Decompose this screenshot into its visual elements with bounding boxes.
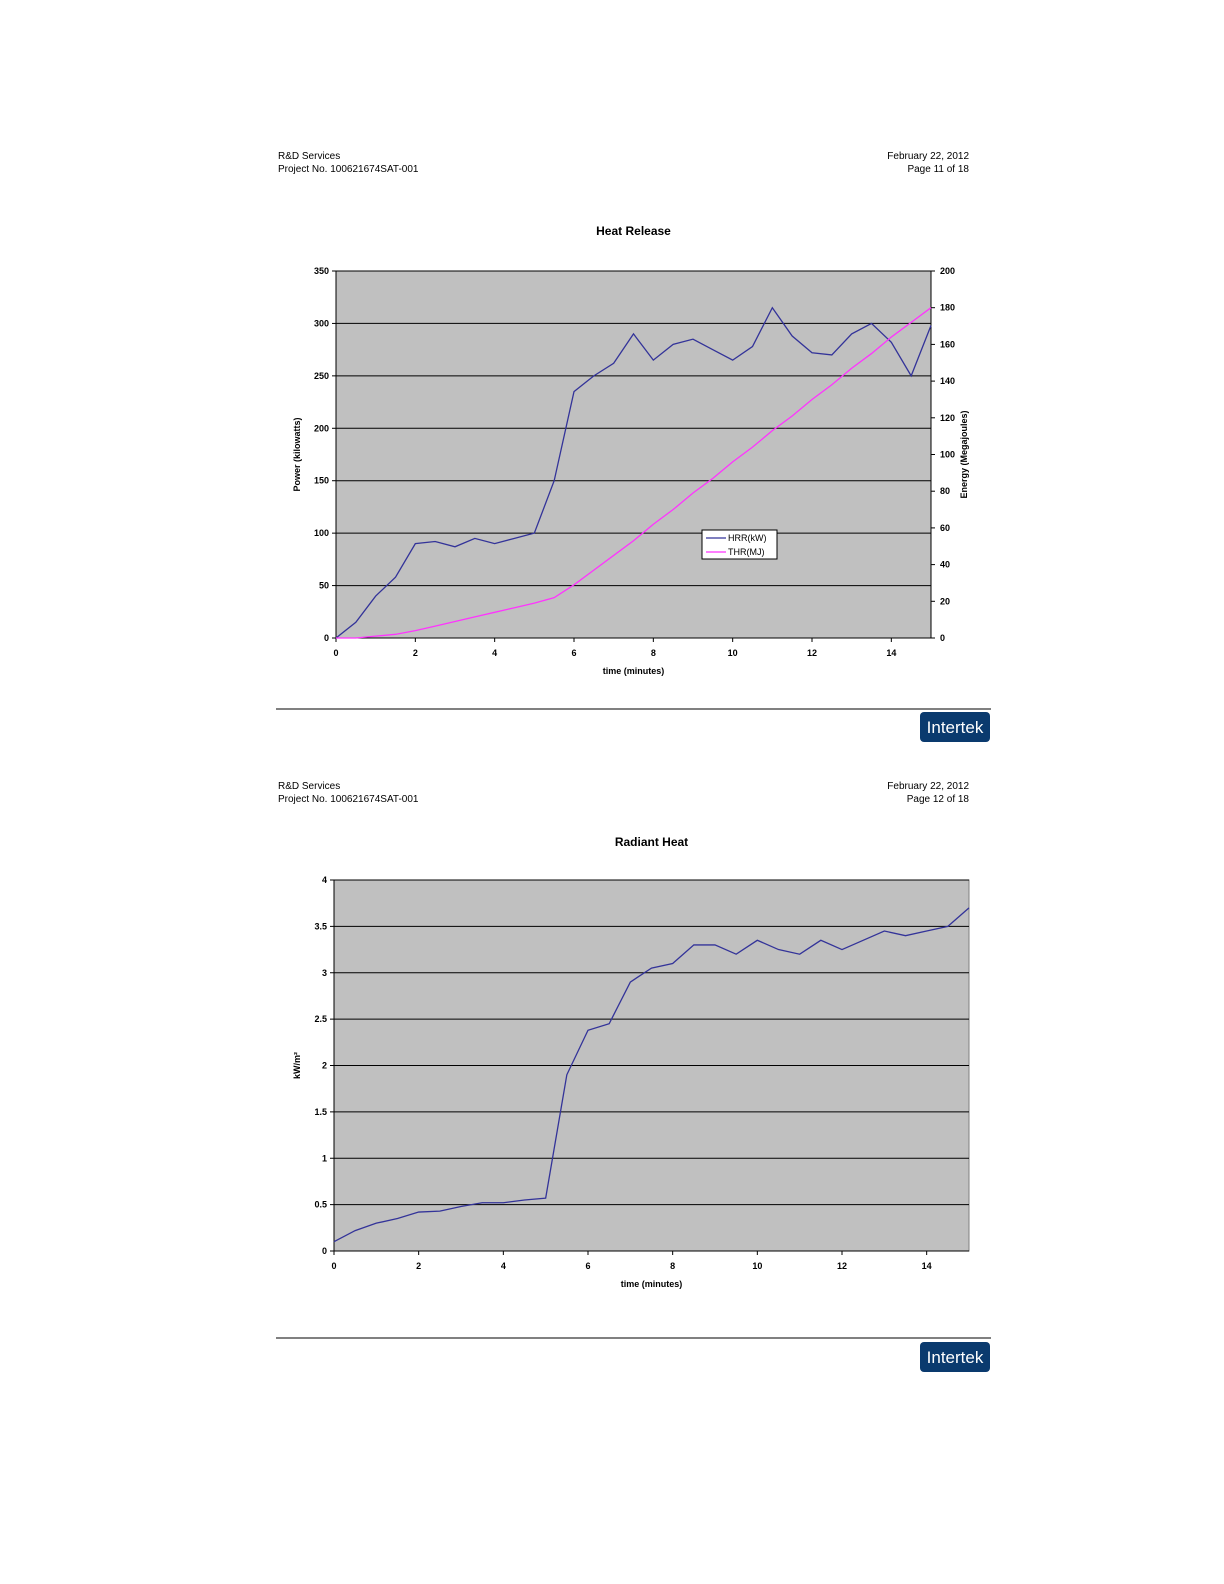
y-tick-label: 0 [322, 1246, 327, 1256]
header-left: R&D Services [278, 781, 340, 792]
y-tick-label: 3 [322, 968, 327, 978]
y-tick-label: 300 [314, 318, 329, 328]
x-axis-label: time (minutes) [621, 1279, 683, 1289]
series-line [335, 306, 932, 639]
y2-tick-label: 80 [940, 486, 950, 496]
header-right: February 22, 2012 [887, 781, 969, 792]
y2-tick-label: 100 [940, 450, 955, 460]
y2-tick-label: 120 [940, 413, 955, 423]
y2-axis-label: Energy (Megajoules) [959, 410, 969, 498]
y2-tick-label: 20 [940, 596, 950, 606]
y2-tick-label: 60 [940, 523, 950, 533]
logo-text: Intertek [927, 1348, 984, 1367]
x-tick-label: 0 [333, 648, 338, 658]
x-tick-label: 10 [752, 1261, 762, 1271]
y-tick-label: 50 [319, 581, 329, 591]
chart-title: Heat Release [596, 224, 671, 238]
x-axis-label: time (minutes) [603, 666, 665, 676]
y-tick-label: 200 [314, 423, 329, 433]
logo-box [920, 712, 990, 742]
series-line [336, 307, 932, 639]
header-right: February 22, 2012 [887, 151, 969, 162]
y-tick-label: 1.5 [314, 1107, 327, 1117]
logo-text: Intertek [927, 718, 984, 737]
y2-tick-label: 160 [940, 339, 955, 349]
x-tick-label: 14 [886, 648, 896, 658]
header-left: R&D Services [278, 151, 340, 162]
legend-label: HRR(kW) [728, 533, 767, 543]
y-tick-label: 250 [314, 371, 329, 381]
y-tick-label: 100 [314, 528, 329, 538]
x-tick-label: 8 [651, 648, 656, 658]
plot-area [335, 270, 932, 639]
series-line [333, 907, 970, 1243]
x-tick-label: 4 [501, 1261, 506, 1271]
legend-box [701, 529, 778, 560]
y-tick-label: 1 [322, 1153, 327, 1163]
y2-tick-label: 140 [940, 376, 955, 386]
y-tick-label: 0 [324, 633, 329, 643]
header-right: Page 11 of 18 [907, 164, 969, 175]
y2-tick-label: 40 [940, 560, 950, 570]
y-axis-label: kW/m² [292, 1052, 302, 1079]
x-tick-label: 6 [571, 648, 576, 658]
y-tick-label: 0.5 [314, 1200, 327, 1210]
y2-tick-label: 180 [940, 303, 955, 313]
y-tick-label: 3.5 [314, 921, 327, 931]
x-tick-label: 2 [416, 1261, 421, 1271]
x-tick-label: 14 [922, 1261, 932, 1271]
x-tick-label: 6 [585, 1261, 590, 1271]
logo-box [920, 1342, 990, 1372]
y-tick-label: 350 [314, 266, 329, 276]
y2-tick-label: 0 [940, 633, 945, 643]
x-tick-label: 12 [837, 1261, 847, 1271]
x-tick-label: 8 [670, 1261, 675, 1271]
header-right: Page 12 of 18 [907, 794, 970, 805]
y-axis-label: Power (kilowatts) [292, 417, 302, 491]
x-tick-label: 0 [331, 1261, 336, 1271]
y-tick-label: 2.5 [314, 1014, 327, 1024]
y-tick-label: 4 [322, 875, 327, 885]
x-tick-label: 12 [807, 648, 817, 658]
header-left: Project No. 100621674SAT-001 [278, 164, 419, 175]
y2-tick-label: 200 [940, 266, 955, 276]
legend-label: THR(MJ) [728, 547, 765, 557]
header-left: Project No. 100621674SAT-001 [278, 794, 419, 805]
y-tick-label: 150 [314, 476, 329, 486]
x-tick-label: 2 [413, 648, 418, 658]
x-tick-label: 10 [728, 648, 738, 658]
x-tick-label: 4 [492, 648, 497, 658]
y-tick-label: 2 [322, 1061, 327, 1071]
chart-title: Radiant Heat [615, 835, 688, 849]
